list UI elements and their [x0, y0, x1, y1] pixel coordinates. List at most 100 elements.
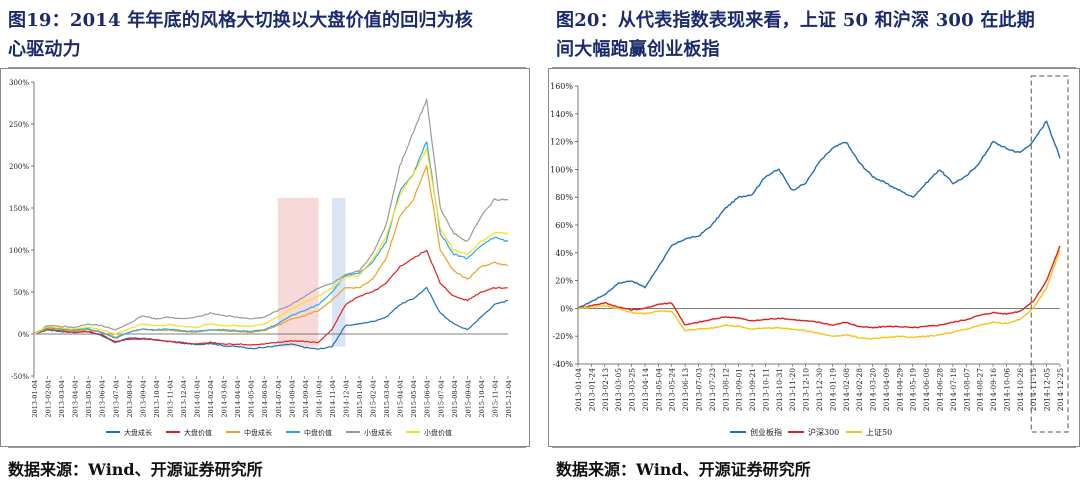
left-title-line2: 心驱动力 — [8, 39, 81, 60]
legend-label: 大盘价值 — [184, 428, 212, 437]
x-tick-label: 2013-06-04 — [99, 380, 107, 417]
x-tick-label: 2015-11-04 — [491, 380, 499, 417]
x-tick-label: 2014-06-04 — [261, 380, 269, 417]
x-tick-label: 2013-12-04 — [180, 380, 188, 417]
y-tick-label: 150% — [9, 205, 29, 213]
x-tick-label: 2013-05-24 — [668, 368, 677, 411]
series-line-2 — [33, 249, 508, 346]
y-tick-label: 300% — [9, 79, 29, 87]
x-tick-label: 2014-01-19 — [828, 368, 837, 411]
x-tick-label: 2014-03-20 — [869, 368, 878, 411]
y-tick-label: -50% — [11, 373, 29, 381]
x-tick-label: 2015-08-04 — [451, 380, 459, 417]
x-tick-label: 2013-05-04 — [85, 380, 93, 417]
legend-label: 小盘成长 — [364, 428, 392, 437]
y-tick-label: 160% — [550, 82, 573, 91]
x-tick-label: 2013-03-05 — [614, 368, 623, 411]
x-tick-label: 2015-09-04 — [464, 380, 472, 417]
series-line-3 — [33, 165, 509, 338]
y-tick-label: 40% — [555, 249, 573, 258]
x-tick-label: 2014-01-04 — [194, 380, 202, 417]
right-figure-panel: 图20：从代表指数表现来看，上证 50 和沪深 300 在此期 间大幅跑赢创业板… — [548, 0, 1080, 493]
series-line-4 — [33, 141, 509, 339]
x-tick-label: 2013-12-10 — [802, 368, 811, 411]
x-tick-label: 2013-10-04 — [153, 380, 161, 417]
right-index-chart: 160%140%120%100%80%60%40%20%0%-20%-40%20… — [548, 68, 1080, 447]
y-tick-label: 100% — [550, 165, 573, 174]
x-tick-label: 2015-05-04 — [410, 380, 418, 417]
x-tick-label: 2013-01-04 — [31, 380, 39, 417]
x-tick-label: 2015-04-04 — [397, 380, 405, 417]
x-tick-label: 2014-03-04 — [221, 380, 229, 417]
series-line-1 — [577, 120, 1061, 309]
right-source-note: 数据来源：Wind、开源证券研究所 — [556, 460, 811, 479]
x-tick-label: 2013-01-24 — [587, 368, 596, 411]
x-tick-label: 2013-08-04 — [126, 380, 134, 417]
right-bottom-divider — [552, 447, 1076, 448]
x-tick-label: 2015-01-04 — [356, 380, 364, 417]
x-tick-label: 2013-06-13 — [681, 368, 690, 411]
y-tick-label: -20% — [553, 332, 574, 341]
x-tick-label: 2014-08-27 — [976, 368, 985, 411]
legend-label: 沪深300 — [808, 427, 839, 437]
x-tick-label: 2014-11-15 — [1029, 368, 1038, 411]
y-tick-label: 120% — [550, 138, 573, 147]
legend-label: 中盘成长 — [244, 428, 272, 437]
series-line-3 — [578, 249, 1061, 340]
legend-label: 上证50 — [866, 428, 892, 437]
left-title-divider — [8, 67, 526, 68]
series-line-5 — [33, 98, 508, 335]
x-tick-label: 2014-11-04 — [329, 380, 337, 417]
left-figure-title: 图19：2014 年年底的风格大切换以大盘价值的回归为核 心驱动力 — [8, 6, 523, 64]
right-title-line1: 图20：从代表指数表现来看，上证 50 和沪深 300 在此期 — [556, 10, 1035, 31]
x-tick-label: 2015-07-04 — [437, 380, 445, 417]
x-tick-label: 2013-04-14 — [641, 368, 650, 411]
x-tick-label: 2014-02-04 — [207, 380, 215, 417]
x-tick-label: 2013-09-04 — [139, 380, 147, 417]
x-tick-label: 2013-07-04 — [112, 380, 120, 417]
y-tick-label: 80% — [555, 193, 573, 202]
x-tick-label: 2014-10-04 — [315, 380, 323, 417]
y-tick-label: 140% — [550, 110, 573, 119]
x-tick-label: 2014-09-04 — [302, 380, 310, 417]
x-tick-label: 2014-12-04 — [342, 380, 350, 417]
y-tick-label: 200% — [9, 163, 29, 171]
left-source-note: 数据来源：Wind、开源证券研究所 — [8, 460, 263, 479]
x-tick-label: 2013-10-31 — [775, 368, 784, 411]
x-tick-label: 2014-05-04 — [248, 380, 256, 417]
x-tick-label: 2015-10-04 — [478, 380, 486, 417]
x-tick-label: 2013-02-04 — [45, 380, 53, 417]
legend-label: 小盘价值 — [424, 428, 452, 437]
x-tick-label: 2013-11-04 — [166, 380, 174, 417]
x-tick-label: 2014-12-05 — [1043, 368, 1052, 411]
x-tick-label: 2014-02-28 — [855, 368, 864, 411]
y-tick-label: 20% — [555, 277, 573, 286]
x-tick-label: 2013-03-25 — [628, 368, 637, 411]
x-tick-label: 2013-11-20 — [788, 368, 797, 411]
x-tick-label: 2014-10-06 — [1002, 368, 1011, 411]
x-tick-label: 2013-10-11 — [761, 368, 770, 411]
left-style-chart: 300% 250% 200% 150% 100% 50% 0% -50%2013-01-04 2… — [0, 68, 530, 447]
x-tick-label: 2014-02-08 — [842, 368, 851, 411]
x-tick-label: 2013-07-23 — [708, 368, 717, 411]
legend-label: 中盘价值 — [304, 428, 332, 437]
x-tick-label: 2013-08-12 — [721, 368, 730, 411]
y-tick-label: 0% — [18, 331, 29, 339]
legend-label: 创业板指 — [750, 427, 782, 437]
x-tick-label: 2014-12-25 — [1056, 368, 1065, 411]
y-tick-label: 60% — [555, 221, 573, 230]
left-bottom-divider — [8, 447, 526, 448]
x-tick-label: 2014-09-16 — [989, 368, 998, 411]
x-tick-label: 2014-07-18 — [949, 368, 958, 411]
y-tick-label: -40% — [553, 360, 574, 369]
legend-label: 大盘成长 — [124, 428, 152, 437]
x-tick-label: 2013-05-04 — [654, 368, 663, 411]
x-tick-label: 2014-05-19 — [909, 368, 918, 411]
y-tick-label: 50% — [13, 289, 29, 297]
x-tick-label: 2014-04-04 — [234, 380, 242, 417]
x-tick-label: 2013-12-30 — [815, 368, 824, 411]
x-tick-label: 2013-01-04 — [574, 368, 583, 411]
series-line-2 — [578, 245, 1061, 329]
x-tick-label: 2013-09-21 — [748, 368, 757, 411]
y-tick-label: 250% — [9, 121, 29, 129]
